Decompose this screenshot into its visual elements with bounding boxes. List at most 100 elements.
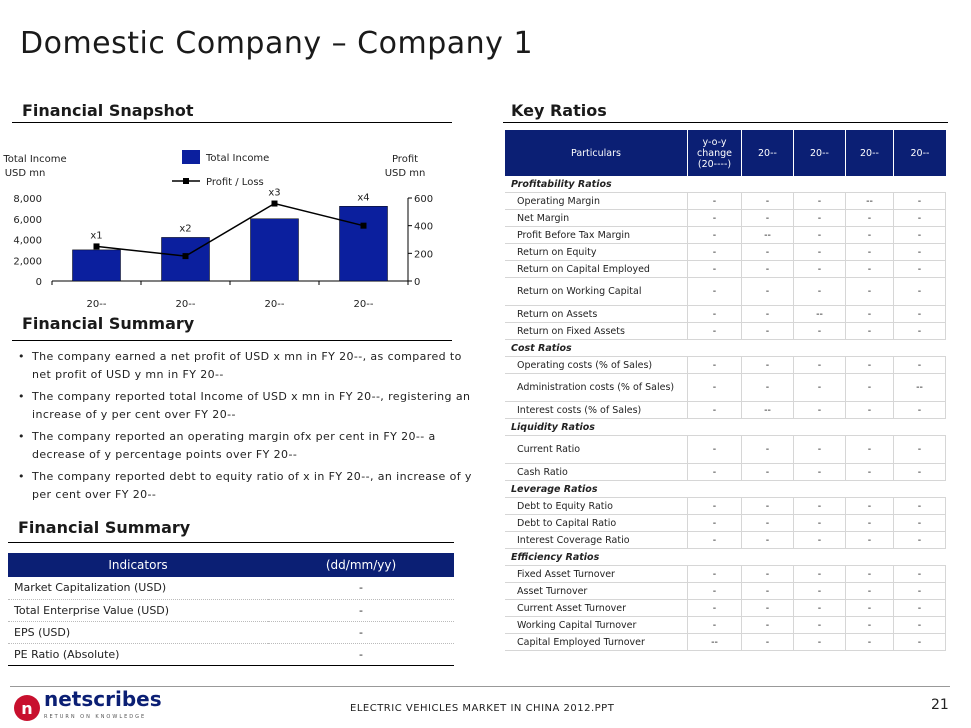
empty-cell: [742, 176, 794, 193]
ratio-value: -: [846, 617, 894, 634]
financial-summary-header-2: Financial Summary: [18, 518, 191, 537]
ratio-value: -: [742, 357, 794, 374]
ratio-value: -: [688, 617, 742, 634]
financial-snapshot-header: Financial Snapshot: [22, 101, 194, 120]
table-row: Current Ratio - - - - -: [505, 436, 946, 464]
ratio-category: Profitability Ratios: [505, 176, 688, 193]
summary-bullet: The company reported total Income of USD…: [14, 388, 484, 424]
table-row: Current Asset Turnover - - - - -: [505, 600, 946, 617]
ratio-value: -: [846, 306, 894, 323]
ratio-value: -: [688, 402, 742, 419]
ratio-category: Efficiency Ratios: [505, 549, 688, 566]
empty-cell: [688, 176, 742, 193]
footer-divider: [10, 686, 950, 687]
empty-cell: [688, 549, 742, 566]
ratio-value: -: [794, 357, 846, 374]
table-row: Cash Ratio - - - - -: [505, 464, 946, 481]
ratio-value: -: [794, 464, 846, 481]
ratios-col-header: y-o-y change (20----): [688, 130, 742, 176]
ratio-value: -: [794, 323, 846, 340]
table-row: Debt to Equity Ratio - - - - -: [505, 498, 946, 515]
ratio-label: Working Capital Turnover: [505, 617, 688, 634]
ratio-value: -: [742, 323, 794, 340]
ratio-value: -: [742, 634, 794, 651]
point-profit-loss: [271, 200, 278, 207]
ratio-value: -: [742, 193, 794, 210]
ratio-value: -: [894, 261, 946, 278]
ratio-value: -: [894, 617, 946, 634]
table-row: PE Ratio (Absolute) -: [8, 643, 454, 666]
ratio-label: Debt to Equity Ratio: [505, 498, 688, 515]
ratio-value: -: [794, 261, 846, 278]
date-col-header: (dd/mm/yy): [268, 553, 454, 577]
summary-bullet: The company reported an operating margin…: [14, 428, 484, 464]
ratio-value: --: [846, 193, 894, 210]
ratio-label: Current Asset Turnover: [505, 600, 688, 617]
ratio-value: -: [846, 210, 894, 227]
ratio-value: -: [742, 617, 794, 634]
empty-cell: [894, 481, 946, 498]
ratio-label: Return on Capital Employed: [505, 261, 688, 278]
ratio-value: -: [794, 227, 846, 244]
table-row: Operating Margin - - - -- -: [505, 193, 946, 210]
ratio-value: -: [794, 210, 846, 227]
empty-cell: [894, 419, 946, 436]
ratio-value: -: [846, 464, 894, 481]
empty-cell: [742, 549, 794, 566]
ratio-value: -: [688, 464, 742, 481]
table-row: Return on Fixed Assets - - - - -: [505, 323, 946, 340]
empty-cell: [846, 549, 894, 566]
table-row: Net Margin - - - - -: [505, 210, 946, 227]
ratio-value: -: [742, 261, 794, 278]
logo-icon: n: [14, 695, 40, 721]
table-row: Profit Before Tax Margin - -- - - -: [505, 227, 946, 244]
ratio-value: -: [794, 436, 846, 464]
indicator-label: Market Capitalization (USD): [8, 577, 268, 600]
ratio-value: -: [688, 583, 742, 600]
indicators-table: Indicators (dd/mm/yy) Market Capitalizat…: [8, 553, 454, 666]
x-tick-label: 20--: [354, 299, 374, 310]
ratio-label: Net Margin: [505, 210, 688, 227]
table-row: Administration costs (% of Sales) - - - - --: [505, 374, 946, 402]
table-row: Capital Employed Turnover -- - - - -: [505, 634, 946, 651]
empty-cell: [794, 176, 846, 193]
empty-cell: [794, 419, 846, 436]
ratio-value: -: [742, 464, 794, 481]
y-tick-left: 4,000: [13, 236, 42, 247]
point-profit-loss: [182, 253, 189, 260]
ratio-label: Cash Ratio: [505, 464, 688, 481]
ratio-label: Interest costs (% of Sales): [505, 402, 688, 419]
ratio-value: -: [688, 261, 742, 278]
ratio-value: -: [688, 436, 742, 464]
ratio-value: -: [894, 193, 946, 210]
empty-cell: [846, 340, 894, 357]
ratio-value: -: [742, 583, 794, 600]
ratio-label: Return on Fixed Assets: [505, 323, 688, 340]
ratio-value: -: [846, 227, 894, 244]
ratio-value: -: [688, 244, 742, 261]
ratio-value: -: [894, 436, 946, 464]
ratio-value: -: [894, 600, 946, 617]
ratio-value: -: [846, 261, 894, 278]
ratio-value: -: [688, 278, 742, 306]
ratios-col-header: 20--: [742, 130, 794, 176]
ratio-value: -: [894, 583, 946, 600]
bar-total-income: [250, 218, 299, 282]
table-row: Return on Capital Employed - - - - -: [505, 261, 946, 278]
ratio-value: -: [794, 583, 846, 600]
empty-cell: [688, 481, 742, 498]
point-profit-loss: [93, 243, 100, 250]
ratio-value: -: [846, 566, 894, 583]
ratio-value: -: [894, 566, 946, 583]
ratio-value: -: [742, 600, 794, 617]
ratio-value: -: [688, 532, 742, 549]
ratio-category-row: Cost Ratios: [505, 340, 946, 357]
ratio-value: -: [894, 464, 946, 481]
indicator-value: -: [268, 577, 454, 600]
ratio-category-row: Profitability Ratios: [505, 176, 946, 193]
ratio-value: -: [742, 244, 794, 261]
ratio-value: -: [846, 532, 894, 549]
empty-cell: [846, 419, 894, 436]
empty-cell: [688, 419, 742, 436]
data-label: x1: [90, 230, 102, 241]
